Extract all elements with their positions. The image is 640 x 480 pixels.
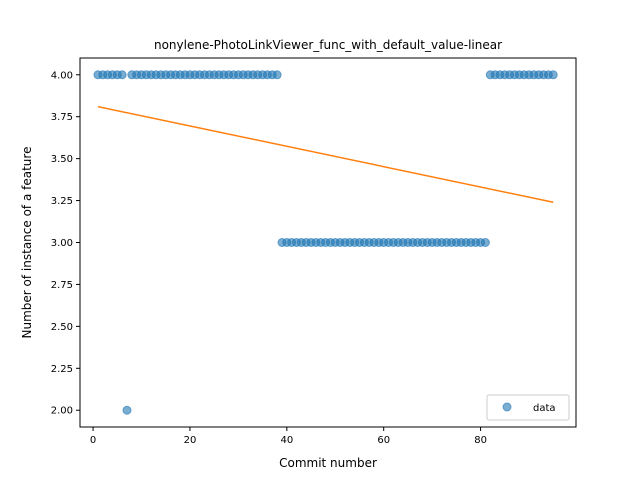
plot-area	[79, 57, 577, 428]
data-point	[272, 70, 282, 80]
data-point	[117, 70, 127, 80]
y-tick-label: 4.00	[51, 70, 73, 81]
y-tick-label: 2.25	[51, 364, 73, 375]
y-tick-label: 3.75	[51, 112, 73, 123]
legend-marker-data	[502, 402, 512, 412]
x-tick-label: 60	[377, 435, 390, 446]
x-axis: 0 20 40 60 80	[90, 427, 487, 446]
x-tick-label: 40	[280, 435, 293, 446]
data-point	[480, 238, 490, 247]
x-tick-label: 0	[90, 435, 96, 446]
y-tick-label: 3.50	[51, 154, 73, 165]
chart-title: nonylene-PhotoLinkViewer_func_with_defau…	[154, 38, 502, 52]
y-axis: 2.00 2.25 2.50 2.75 3.00 3.25 3.50 3.75 4.00	[51, 70, 80, 417]
series-layer	[93, 70, 558, 415]
y-axis-label: Number of instance of a feature	[20, 147, 34, 339]
data-point	[122, 405, 132, 415]
y-tick-label: 3.25	[51, 196, 73, 207]
y-tick-label: 3.00	[51, 238, 73, 249]
x-axis-label: Commit number	[279, 456, 377, 470]
y-tick-label: 2.75	[51, 280, 73, 291]
legend-box	[486, 394, 570, 421]
y-tick-label: 2.00	[51, 406, 73, 417]
y-tick-label: 2.50	[51, 322, 73, 333]
legend: data	[486, 394, 570, 421]
data-point	[548, 70, 558, 80]
x-tick-label: 20	[184, 435, 197, 446]
x-tick-label: 80	[474, 435, 487, 446]
fit-line	[97, 105, 554, 203]
legend-label-data: data	[533, 403, 556, 414]
